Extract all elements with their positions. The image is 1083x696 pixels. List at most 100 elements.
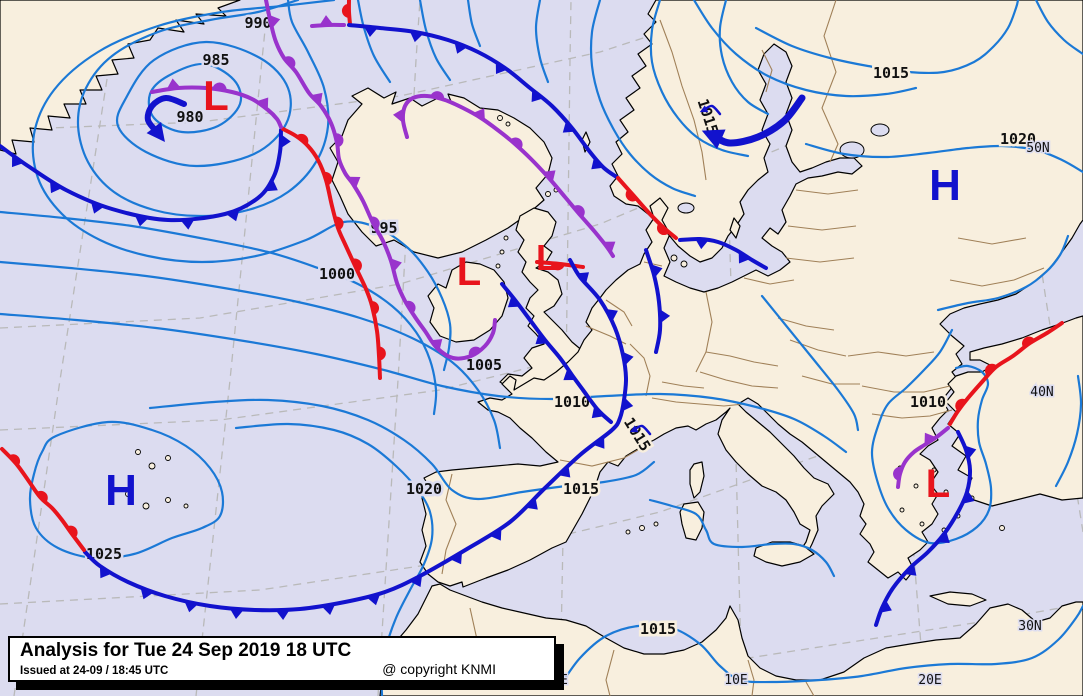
isobar-line	[649, 0, 750, 158]
low-pressure-center: L	[457, 250, 481, 294]
front-occluded-symbols	[319, 15, 334, 26]
isobar-line	[115, 40, 292, 168]
pressure-label: 990	[244, 14, 271, 32]
movement-arrow-head	[699, 105, 709, 113]
isobar-line	[0, 312, 848, 454]
isobar-line	[870, 328, 993, 545]
movement-arrows-layer	[144, 94, 806, 436]
pressure-label: 1005	[466, 356, 502, 374]
coordinate-label: 40N	[1030, 385, 1053, 400]
land-continental-europe	[419, 0, 1083, 588]
isobar-line	[0, 260, 502, 450]
low-pressure-center: L	[203, 72, 229, 119]
isobar-line	[0, 210, 438, 416]
front-warm	[948, 321, 1064, 426]
analysis-title: Analysis for Tue 24 Sep 2019 18 UTC	[20, 640, 352, 661]
front-cold-symbols	[99, 272, 634, 620]
front-cold	[874, 430, 973, 627]
front-warm-symbols	[550, 263, 565, 271]
isobar-line	[31, 0, 452, 372]
pressure-centers-layer: L L L L H H	[105, 72, 961, 515]
isobar-line	[418, 0, 452, 82]
front-occluded	[400, 93, 615, 258]
isobar-line	[589, 0, 697, 198]
movement-arrow-head	[701, 129, 726, 149]
isobar-line	[148, 398, 656, 501]
front-warm	[535, 260, 585, 269]
pressure-label: 1010	[910, 393, 946, 411]
front-warm	[346, 0, 352, 26]
low-pressure-center: L	[536, 237, 558, 278]
front-occluded	[896, 426, 950, 489]
land-gotland	[729, 217, 741, 239]
front-occluded-symbols	[893, 432, 937, 481]
front-occluded	[264, 0, 497, 361]
coordinate-label: 50N	[1026, 141, 1049, 156]
land-crete	[929, 591, 987, 607]
pressure-label: 1015	[640, 620, 676, 638]
isobar-line	[936, 234, 1070, 312]
pressure-label: 980	[176, 108, 203, 126]
land-greenland	[0, 0, 241, 155]
isobar-line	[28, 420, 225, 560]
coordinate-label: 30N	[1018, 619, 1041, 634]
copyright-label: @ copyright KNMI	[382, 661, 496, 677]
front-warm-symbols	[341, 3, 350, 18]
front-cold	[0, 128, 283, 223]
isobar-line	[760, 294, 860, 432]
isobar-line	[804, 142, 1083, 174]
analysis-info-box: Analysis for Tue 24 Sep 2019 18 UTC Issu…	[8, 636, 556, 682]
coordinate-label: 20E	[918, 673, 941, 688]
movement-arrow	[710, 94, 806, 147]
analysis-info-row: Issued at 24-09 / 18:45 UTC @ copyright …	[20, 661, 544, 677]
isobar-line	[718, 0, 770, 116]
high-pressure-center: H	[929, 161, 961, 210]
isobar-line	[558, 604, 1083, 688]
land-ireland	[427, 261, 509, 343]
isobar-line	[1054, 374, 1083, 488]
issued-timestamp: Issued at 24-09 / 18:45 UTC	[20, 665, 169, 677]
front-warm-symbols	[8, 454, 78, 539]
front-warm	[0, 447, 86, 552]
front-warm-symbols	[955, 336, 1035, 412]
isobar-line	[754, 0, 1020, 75]
front-occluded	[310, 22, 346, 28]
isobar-line	[356, 0, 392, 84]
isobar-line	[466, 0, 482, 48]
movement-arrow	[144, 95, 187, 136]
land-corsica	[689, 461, 705, 499]
pressure-label: 1015	[563, 480, 599, 498]
front-cold-symbols	[695, 238, 751, 264]
lakes	[677, 123, 890, 214]
front-warm-symbols	[625, 189, 670, 236]
pressure-label: 1020	[1000, 130, 1036, 148]
front-occluded-symbols	[166, 78, 269, 110]
front-cold	[644, 248, 663, 354]
front-cold	[83, 258, 629, 613]
country-borders	[441, 0, 1045, 696]
land-sicily	[753, 541, 815, 567]
pressure-label: 1015	[873, 64, 909, 82]
pressure-label: 1010	[554, 393, 590, 411]
movement-arrow-head	[146, 122, 165, 143]
land-sardinia	[679, 501, 705, 541]
isobar-line	[534, 0, 550, 84]
coordinate-label: 10E	[724, 673, 747, 688]
front-warm	[281, 127, 382, 380]
isobar-line	[76, 0, 330, 218]
low-pressure-center: L	[926, 462, 950, 506]
fronts-layer	[0, 0, 1064, 627]
front-occluded	[150, 85, 283, 129]
isobar-line	[147, 62, 243, 134]
isobar-line	[1034, 0, 1083, 56]
high-pressure-center: H	[105, 466, 137, 515]
isobar-line	[648, 498, 836, 578]
pressure-label: 985	[202, 51, 229, 69]
front-cold-symbols	[651, 264, 671, 324]
isobar-line	[692, 0, 918, 98]
pressure-label: 1020	[406, 480, 442, 498]
